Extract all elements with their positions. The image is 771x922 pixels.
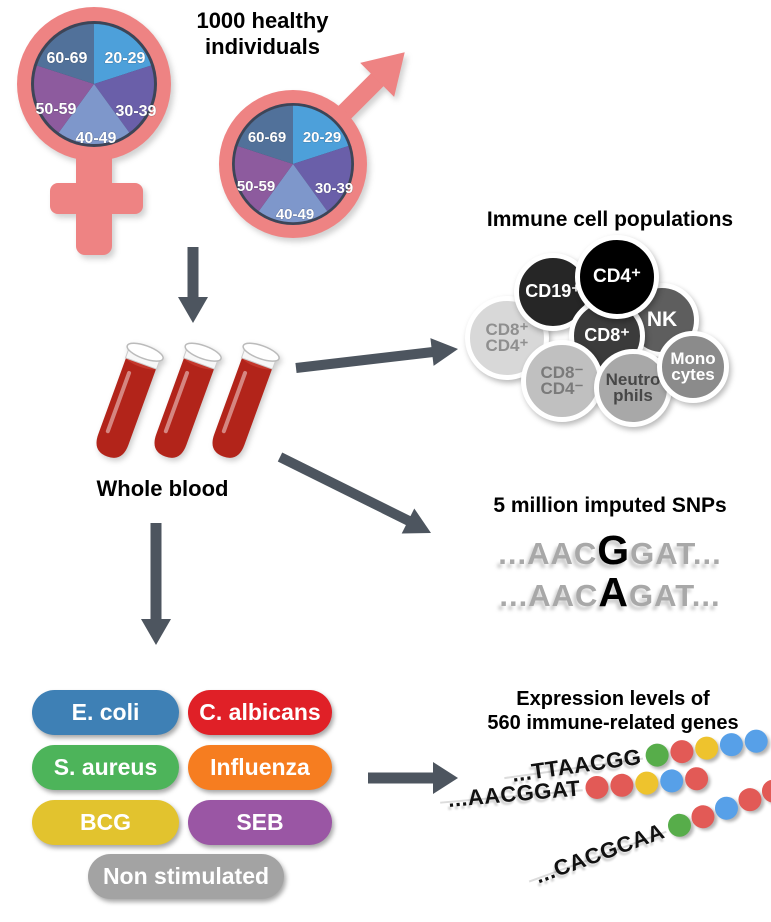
blood-tube-icon — [212, 342, 280, 458]
cell-circle-monocytes: Mono cytes — [657, 331, 729, 403]
female-symbol-crossbar — [50, 183, 143, 214]
stimulus-pill-influenza: Influenza — [188, 745, 332, 790]
arrow-to-immune-cells-icon — [295, 338, 458, 373]
pie-slice-50-59 — [34, 65, 94, 133]
snp-seq-post: GAT... — [630, 536, 722, 571]
expression-dot — [659, 767, 685, 793]
snp-seq-post: GAT... — [629, 578, 721, 613]
female-pie-label-30-39: 30-39 — [116, 103, 157, 120]
study-title-line2: individuals — [205, 33, 320, 59]
male-pie-label-40-49: 40-49 — [276, 206, 314, 223]
cell-label: Neutro phils — [605, 369, 661, 405]
blood-tube-icon — [96, 342, 164, 458]
pie-slice-60-69 — [36, 24, 94, 84]
expression-sequence: ...AACGGAT — [446, 775, 582, 812]
cell-label: Mono cytes — [670, 348, 716, 384]
cell-label: CD4⁺ — [592, 265, 642, 287]
female-pie-label-20-29: 20-29 — [105, 50, 146, 67]
female-pie-label-40-49: 40-49 — [76, 130, 117, 147]
snp-variant-allele: G — [597, 527, 631, 573]
expression-dot — [687, 801, 718, 832]
expression-title: Expression levels of 560 immune-related … — [455, 688, 771, 735]
arrow-to-expression-icon — [368, 762, 458, 794]
male-symbol-arrow — [332, 52, 405, 125]
snp-variant-allele: A — [598, 569, 630, 615]
pie-slice-40-49 — [58, 84, 130, 145]
female-pie-label-50-59: 50-59 — [36, 101, 77, 118]
cell-label: CD19⁺ — [525, 281, 581, 302]
snp-seq-pre: ...AAC — [499, 578, 599, 613]
female-age-pie — [34, 24, 154, 145]
pie-slice-30-39 — [94, 65, 154, 133]
stimulus-label: Non stimulated — [102, 863, 270, 889]
expression-dot — [669, 738, 696, 765]
male-pie-label-60-69: 60-69 — [248, 129, 286, 146]
immune-cells-title: Immune cell populations — [486, 208, 734, 231]
cohort-demographics-graphic: 20-29 30-39 40-49 50-59 60-69 20-29 30-3… — [17, 7, 405, 255]
male-age-pie — [234, 105, 352, 223]
stimulus-pill-calbicans: C. albicans — [188, 690, 332, 735]
arrow-to-snps-icon — [277, 452, 431, 534]
expression-dot — [634, 770, 660, 796]
male-symbol-icon: 20-29 30-39 40-49 50-59 60-69 — [219, 52, 405, 238]
expression-title-line1: Expression levels of — [516, 688, 710, 710]
male-pie-label-20-29: 20-29 — [303, 129, 341, 146]
snp-sequence-row: ...AACGGAT... — [420, 530, 771, 574]
blood-tubes-graphic — [96, 342, 280, 458]
expression-dot — [743, 727, 770, 754]
stimulus-label: E. coli — [71, 699, 140, 725]
female-symbol-icon: 20-29 30-39 40-49 50-59 60-69 — [17, 7, 171, 255]
study-title: 1000 healthy individuals — [150, 8, 375, 60]
cell-circle-cd4: CD4⁺ — [575, 235, 659, 319]
snp-sequence-row: ...AACAGAT... — [420, 572, 771, 616]
study-title-line1: 1000 healthy — [196, 8, 329, 33]
stimulus-pill-saureus: S. aureus — [32, 745, 179, 790]
down-arrow-to-stimulation-icon — [141, 523, 171, 645]
expression-dot — [664, 810, 694, 840]
expression-dot — [718, 731, 745, 758]
expression-dot — [684, 765, 709, 791]
stimulus-label: C. albicans — [199, 699, 321, 725]
cell-label: CD8⁻ CD4⁻ — [540, 362, 584, 398]
stimulus-label: Influenza — [210, 754, 310, 780]
cell-label: CD8⁺ — [584, 325, 630, 346]
stimulus-label: BCG — [79, 809, 132, 835]
pie-slice-20-29 — [94, 24, 152, 84]
stimulus-pill-nonstimulated: Non stimulated — [88, 854, 284, 899]
snp-seq-pre: ...AAC — [498, 536, 598, 571]
stimulus-pill-ecoli: E. coli — [32, 690, 179, 735]
expression-dot — [734, 784, 765, 815]
female-pie-label-60-69: 60-69 — [47, 50, 88, 67]
expression-dot — [644, 741, 671, 768]
expression-sequence: ...CACGCAA — [531, 818, 668, 889]
expression-dot — [694, 734, 721, 761]
expression-title-line2: 560 immune-related genes — [487, 711, 739, 734]
cell-label: NK — [646, 308, 678, 332]
male-pie-label-30-39: 30-39 — [315, 180, 353, 197]
cell-label: CD8⁺ CD4⁺ — [485, 319, 529, 355]
expression-dot — [609, 772, 635, 798]
stimulus-label: SEB — [236, 809, 284, 835]
stimulus-label: S. aureus — [53, 754, 158, 780]
male-pie-label-50-59: 50-59 — [237, 178, 275, 195]
stimulus-pill-seb: SEB — [188, 800, 332, 845]
expression-dot — [584, 774, 610, 800]
blood-tube-icon — [154, 342, 222, 458]
cell-circle-cd8neg-cd4neg: CD8⁻ CD4⁻ — [521, 340, 603, 422]
whole-blood-label: Whole blood — [96, 476, 229, 501]
expression-dot — [711, 793, 741, 823]
snps-title: 5 million imputed SNPs — [493, 494, 727, 517]
stimulus-pill-bcg: BCG — [32, 800, 179, 845]
